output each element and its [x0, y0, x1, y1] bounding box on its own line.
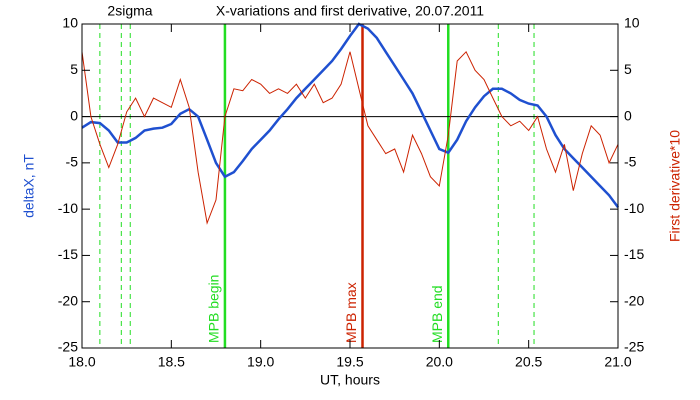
- x-tick-label: 19.5: [336, 354, 363, 370]
- y2-axis-label: First derivative*10: [667, 130, 683, 242]
- x-tick-label: 21.0: [604, 354, 631, 370]
- x-tick-label: 18.0: [68, 354, 95, 370]
- y2-tick-label: 0: [624, 107, 632, 123]
- y-tick-label: 0: [70, 107, 78, 123]
- series-line: [81, 22, 620, 209]
- y2-tick-label: -10: [624, 200, 644, 216]
- subtitle: 2sigma: [107, 3, 152, 19]
- series-line: [81, 50, 619, 225]
- y2-tick-label: 5: [624, 61, 632, 77]
- y-axis-label: deltaX, nT: [21, 154, 37, 218]
- y-tick-label: -5: [66, 154, 79, 170]
- y-tick-label: -15: [58, 246, 78, 262]
- y-tick-label: -20: [58, 292, 78, 308]
- marker-label: MPB end: [429, 285, 445, 343]
- y-tick-label: -25: [58, 339, 78, 355]
- x-tick-label: 20.5: [515, 354, 542, 370]
- y2-tick-label: -5: [624, 154, 637, 170]
- y-tick-label: 10: [62, 15, 78, 31]
- marker-label: MPB max: [343, 282, 359, 343]
- y2-tick-label: -25: [624, 339, 644, 355]
- x-axis-label: UT, hours: [320, 372, 380, 388]
- y-tick-label: -10: [58, 200, 78, 216]
- y-tick-label: 5: [70, 61, 78, 77]
- chart-title: X-variations and first derivative, 20.07…: [216, 3, 484, 19]
- x-tick-label: 19.0: [247, 354, 274, 370]
- x-tick-label: 18.5: [158, 354, 185, 370]
- y2-tick-label: -15: [624, 246, 644, 262]
- marker-label: MPB begin: [206, 275, 222, 343]
- y2-tick-label: 10: [624, 15, 640, 31]
- y2-tick-label: -20: [624, 292, 644, 308]
- x-tick-label: 20.0: [426, 354, 453, 370]
